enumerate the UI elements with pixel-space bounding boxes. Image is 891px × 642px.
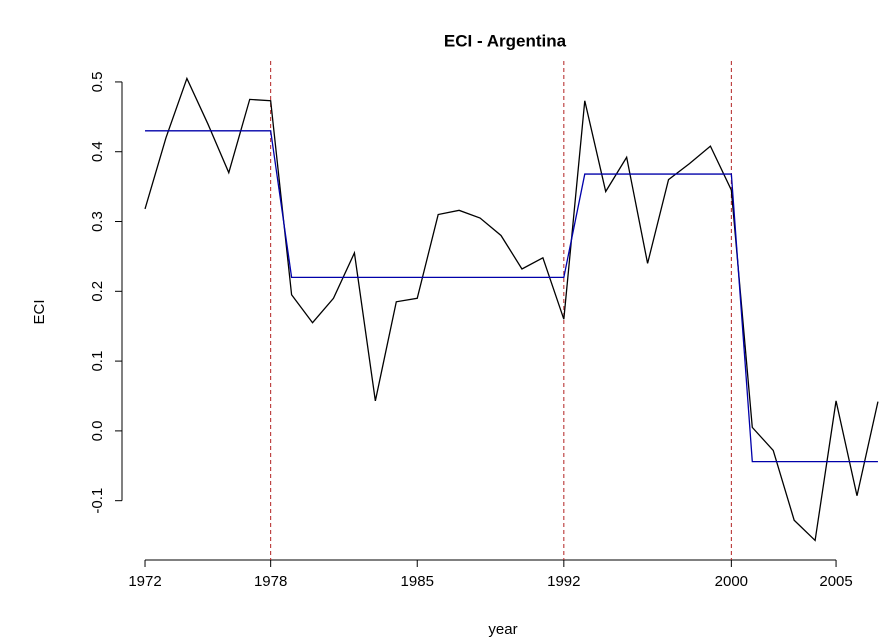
y-axis-label: ECI [31,299,48,324]
x-tick-label: 1992 [547,573,580,590]
x-tick-label: 1985 [401,573,434,590]
y-tick-label: 0.0 [89,420,106,441]
series-line [144,76,879,542]
series-line [145,130,878,463]
x-tick-label: 1978 [254,573,287,590]
y-tick-label: 0.1 [89,351,106,372]
x-tick-label: 2000 [715,573,748,590]
x-tick-label: 1972 [128,573,161,590]
y-tick-label: 0.3 [89,211,106,232]
y-tick-label: 0.2 [89,281,106,302]
y-tick-label: 0.4 [89,141,106,162]
y-tick-label: 0.5 [89,72,106,93]
chart-title: ECI - Argentina [444,31,567,50]
x-axis-label: year [488,621,517,638]
y-tick-label: -0.1 [89,488,106,514]
x-tick-label: 2005 [819,573,852,590]
